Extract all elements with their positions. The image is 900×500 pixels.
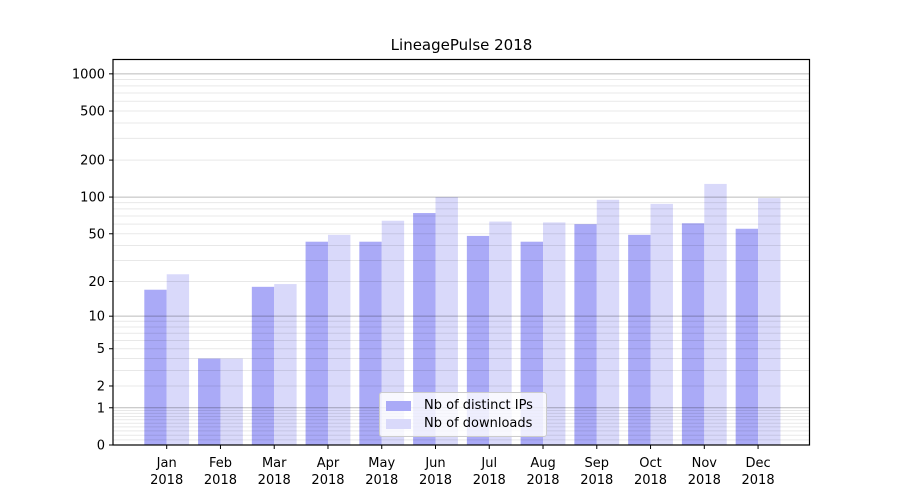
x-tick-label-month: Dec [745, 456, 770, 471]
x-tick-label-year: 2018 [634, 473, 667, 488]
bar-ips-sep [574, 224, 597, 445]
bar-ips-oct [628, 234, 651, 445]
y-tick-label: 10 [88, 310, 105, 325]
x-tick-label-month: Apr [317, 456, 340, 471]
legend-row-ips: Nb of distinct IPs [386, 398, 540, 414]
bar-downloads-jun [435, 197, 458, 445]
bar-downloads-aug [543, 222, 566, 445]
x-tick-label-year: 2018 [204, 473, 237, 488]
y-tick-label: 200 [80, 154, 105, 169]
x-tick-label-year: 2018 [311, 473, 344, 488]
bar-downloads-jan [166, 274, 190, 445]
y-tick-label: 1000 [72, 67, 105, 82]
legend-label-downloads: Nb of downloads [424, 416, 533, 431]
bar-ips-mar [251, 286, 275, 445]
x-tick-label-month: Mar [262, 456, 287, 471]
bar-ips-nov [681, 223, 705, 445]
x-tick-label-month: Nov [692, 456, 718, 471]
x-tick-label-year: 2018 [580, 473, 613, 488]
bar-downloads-nov [704, 183, 727, 446]
bar-downloads-apr [327, 234, 351, 445]
x-tick-label-month: Feb [209, 456, 232, 471]
legend: Nb of distinct IPs Nb of downloads [379, 392, 547, 437]
y-tick-label: 5 [97, 342, 105, 357]
bar-ips-jun [413, 213, 436, 445]
bar-downloads-may [381, 220, 405, 445]
x-tick-label-year: 2018 [365, 473, 398, 488]
bar-downloads-dec [758, 198, 781, 445]
y-tick-label: 20 [88, 275, 105, 290]
x-tick-label-month: Oct [639, 456, 661, 471]
plot-border [112, 58, 811, 446]
bar-downloads-feb [220, 358, 243, 445]
x-tick-label-year: 2018 [419, 473, 452, 488]
y-tick-label: 500 [80, 105, 105, 120]
x-tick-label-year: 2018 [150, 473, 183, 488]
bar-ips-may [359, 241, 382, 445]
legend-row-downloads: Nb of downloads [386, 416, 540, 432]
y-tick-label: 1 [97, 401, 105, 416]
x-tick-label-year: 2018 [688, 473, 721, 488]
bar-ips-apr [305, 241, 328, 445]
bar-downloads-jul [489, 221, 512, 445]
x-tick-label-month: Sep [585, 456, 610, 471]
x-tick-label-year: 2018 [742, 473, 775, 488]
y-tick-label: 0 [97, 439, 105, 454]
x-tick-label-year: 2018 [526, 473, 559, 488]
x-tick-label-year: 2018 [258, 473, 291, 488]
chart-title: LineagePulse 2018 [390, 36, 533, 54]
bar-downloads-sep [596, 199, 620, 445]
x-tick-label-month: Jul [480, 456, 497, 471]
bar-ips-jan [144, 289, 167, 445]
legend-swatch-distinct-ips [386, 401, 411, 411]
x-tick-label-month: Jan [156, 456, 177, 471]
y-tick-label: 2 [97, 379, 105, 394]
y-tick-label: 100 [80, 191, 105, 206]
x-tick-label-month: May [368, 456, 395, 471]
x-tick-label-month: Jun [424, 456, 445, 471]
bar-ips-feb [198, 358, 221, 445]
y-tick-label: 50 [88, 227, 105, 242]
bar-downloads-oct [650, 203, 673, 445]
bar-downloads-mar [274, 284, 297, 445]
legend-label-distinct-ips: Nb of distinct IPs [424, 398, 533, 413]
x-tick-label-year: 2018 [473, 473, 506, 488]
x-tick-label-month: Aug [530, 456, 555, 471]
bar-ips-dec [735, 228, 759, 445]
legend-swatch-downloads [386, 419, 411, 429]
